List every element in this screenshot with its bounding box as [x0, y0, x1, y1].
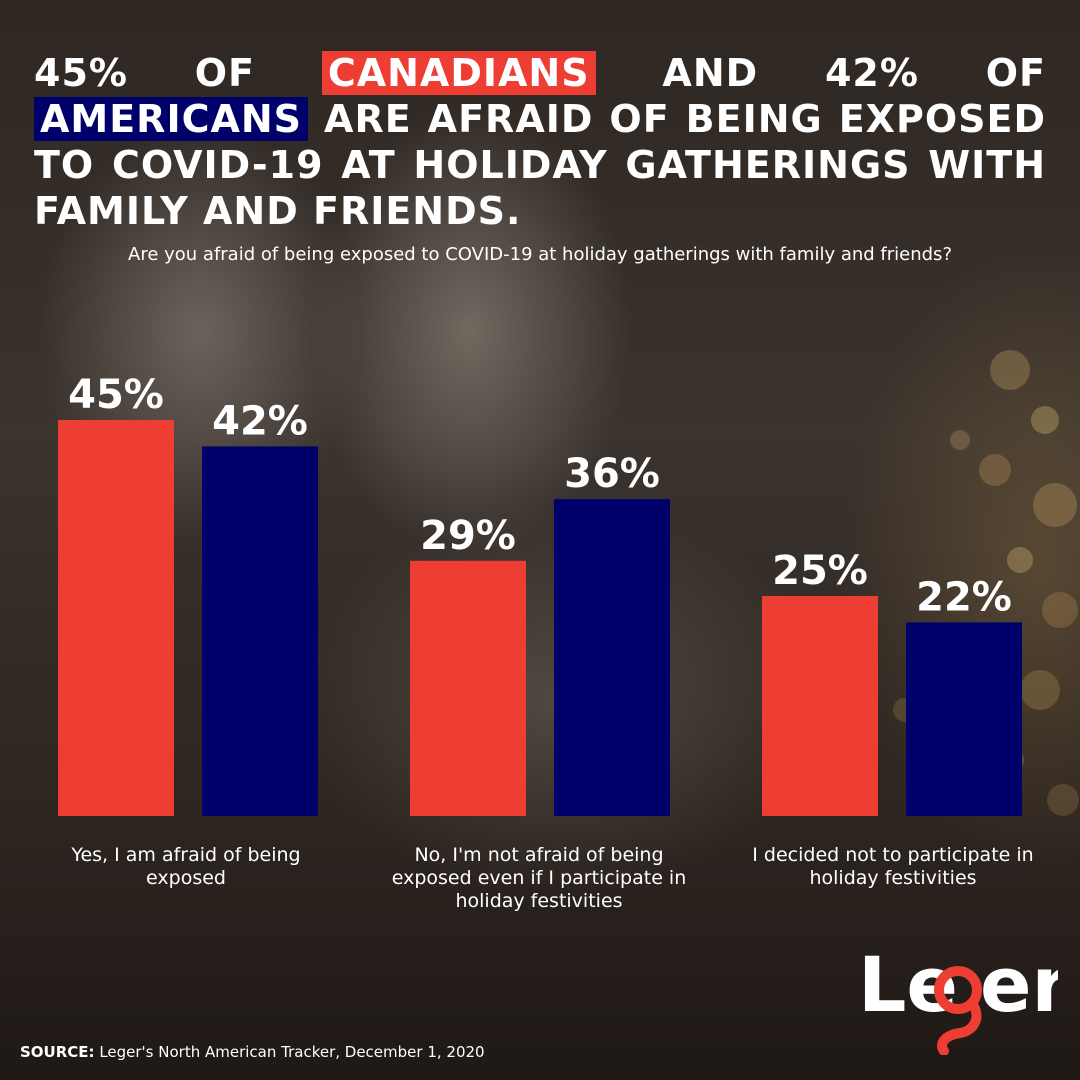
category-label-no: No, I'm not afraid of being exposed even… — [391, 844, 687, 912]
headline-part-3: ARE AFRAID OF BEING EXPOSED TO COVID-19 … — [34, 97, 1046, 233]
value-label-canadians-no: 29% — [420, 513, 516, 559]
bar-americans-no — [554, 499, 670, 816]
headline: 45% OF CANADIANS AND 42% OF AMERICANS AR… — [34, 50, 1046, 234]
value-label-canadians-not-participate: 25% — [772, 548, 868, 594]
value-label-americans-no: 36% — [564, 451, 660, 497]
bar-americans-not-participate — [906, 622, 1022, 816]
svg-text:er: er — [980, 945, 1058, 1029]
headline-part-1: 45% OF — [34, 51, 322, 95]
bar-canadians-yes — [58, 420, 174, 816]
category-label-yes: Yes, I am afraid of being exposed — [71, 844, 301, 889]
bar-americans-yes — [202, 446, 318, 816]
bar-canadians-not-participate — [762, 596, 878, 816]
headline-americans-highlight: AMERICANS — [34, 97, 309, 141]
survey-question: Are you afraid of being exposed to COVID… — [128, 244, 952, 265]
leger-logo: Le er — [858, 945, 1058, 1055]
bar-canadians-no — [410, 560, 526, 816]
source-note: SOURCE: Leger's North American Tracker, … — [20, 1043, 485, 1061]
source-label: SOURCE: — [20, 1043, 95, 1061]
category-label-not-participate: I decided not to participate in holiday … — [752, 844, 1034, 889]
value-label-canadians-yes: 45% — [68, 372, 164, 418]
value-label-americans-not-participate: 22% — [916, 574, 1012, 620]
headline-part-2: AND 42% OF — [595, 51, 1046, 95]
source-text: Leger's North American Tracker, December… — [94, 1043, 485, 1061]
value-label-americans-yes: 42% — [212, 398, 308, 444]
headline-canadians-highlight: CANADIANS — [321, 51, 596, 95]
